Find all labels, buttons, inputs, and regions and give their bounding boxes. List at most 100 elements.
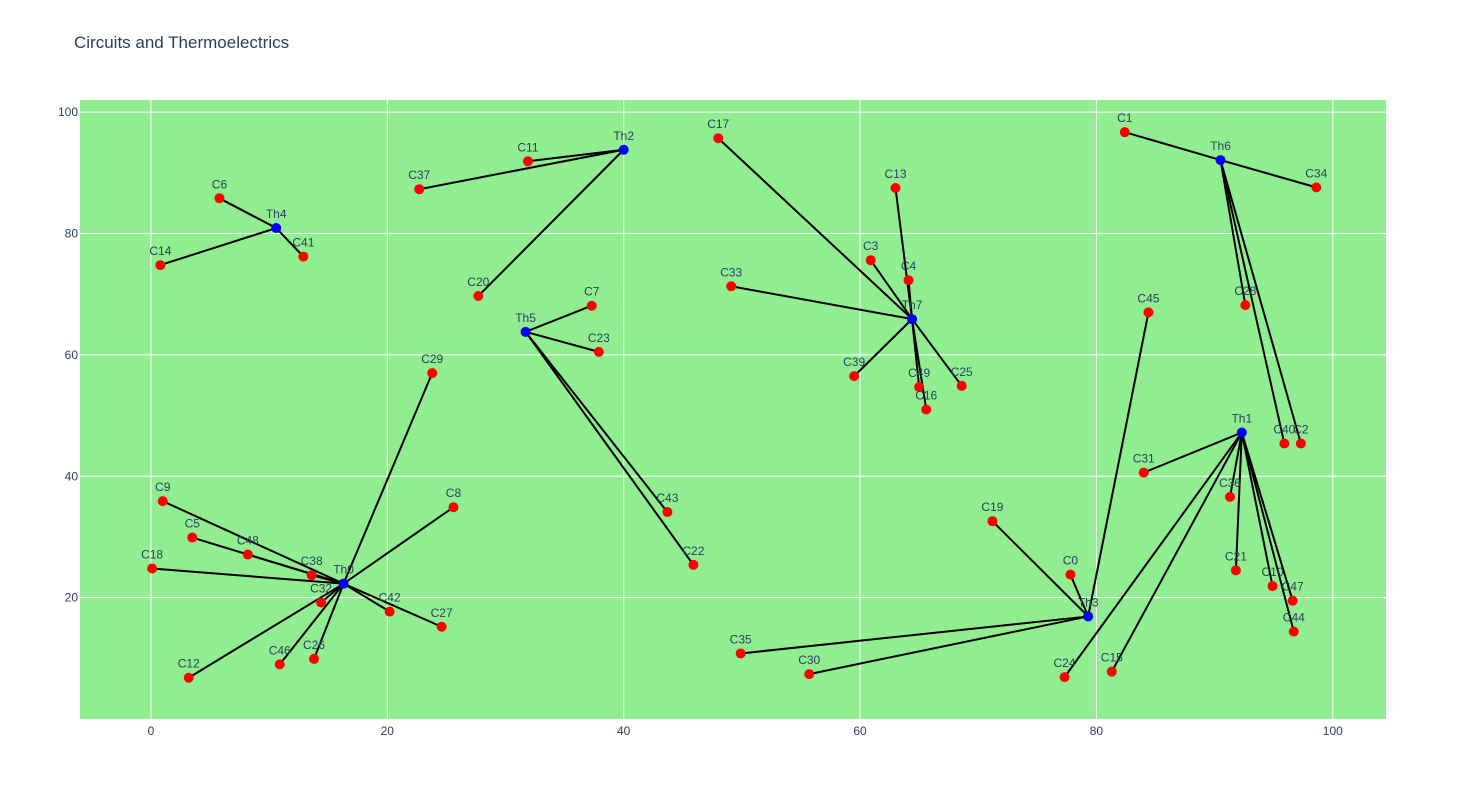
x-tick-label: 20 [381, 724, 395, 738]
circuit-point-C41 [298, 251, 309, 262]
circuit-point-C12 [183, 672, 194, 683]
circuit-point-C22 [688, 559, 699, 570]
circuit-point-C26 [309, 653, 320, 664]
edge-Th2-C37 [419, 148, 624, 191]
edge-Th3-C19 [991, 520, 1089, 618]
edge-Th5-C7 [525, 304, 593, 333]
thermo-label-Th2: Th2 [613, 129, 634, 143]
thermo-label-Th5: Th5 [515, 311, 536, 325]
circuit-label-C41: C41 [292, 236, 314, 250]
circuit-point-C46 [274, 659, 285, 670]
x-tick-label: 80 [1090, 724, 1104, 738]
thermo-label-Th3: Th3 [1078, 595, 1099, 609]
circuit-point-C30 [804, 669, 815, 680]
circuit-label-C36: C36 [1219, 476, 1241, 490]
y-tick-label: 80 [65, 227, 79, 241]
y-tick-label: 100 [58, 105, 78, 119]
edge-Th5-C22 [524, 331, 695, 566]
edge-Th2-C11 [527, 148, 624, 163]
circuit-label-C29: C29 [421, 352, 443, 366]
circuit-point-C42 [384, 606, 395, 617]
thermo-point-Th7 [907, 314, 918, 325]
circuit-label-C9: C9 [155, 480, 171, 494]
circuit-point-C23 [593, 346, 604, 357]
circuit-point-C31 [1138, 467, 1149, 478]
circuit-label-C20: C20 [467, 275, 489, 289]
thermo-point-Th3 [1083, 611, 1094, 622]
circuit-label-C3: C3 [863, 239, 879, 253]
thermo-label-Th1: Th1 [1231, 412, 1252, 426]
edge-Th1-C21 [1234, 432, 1243, 571]
edge-Th6-C28 [1219, 159, 1247, 306]
circuit-label-C46: C46 [269, 643, 291, 657]
circuit-point-C29 [427, 368, 438, 379]
edge-Th4-C41 [275, 227, 305, 258]
chart-title: Circuits and Thermoelectrics [74, 33, 290, 52]
circuit-point-C43 [662, 507, 673, 518]
circuit-point-C0 [1065, 569, 1076, 580]
circuit-point-C24 [1059, 672, 1070, 683]
edge-Th0-C26 [313, 583, 345, 660]
circuit-point-C7 [586, 300, 597, 311]
circuit-label-C17: C17 [707, 117, 729, 131]
circuit-point-C21 [1230, 565, 1241, 576]
circuit-label-C24: C24 [1054, 656, 1076, 670]
circuit-point-C18 [147, 563, 158, 574]
circuit-point-C15 [1106, 666, 1117, 677]
edge-Th7-C33 [731, 285, 913, 321]
edge-Th2-C20 [477, 149, 625, 297]
circuit-point-C45 [1143, 307, 1154, 318]
circuit-label-C2: C2 [1293, 422, 1309, 436]
edge-Th1-C36 [1229, 432, 1243, 498]
circuit-label-C13: C13 [885, 167, 907, 181]
thermo-label-Th7: Th7 [902, 298, 923, 312]
edge-lines [152, 131, 1317, 679]
thermo-label-Th0: Th0 [333, 563, 354, 577]
circuit-point-C47 [1287, 595, 1298, 606]
circuit-point-C48 [242, 549, 253, 560]
circuit-label-C44: C44 [1283, 611, 1305, 625]
circuit-point-C10 [1267, 581, 1278, 592]
plot-area [80, 100, 1386, 719]
edge-Th5-C43 [524, 331, 669, 513]
thermo-label-Th6: Th6 [1210, 139, 1231, 153]
circuit-label-C47: C47 [1282, 580, 1304, 594]
circuit-point-C6 [214, 193, 225, 204]
edge-Th1-C44 [1240, 432, 1295, 632]
edge-Th6-C1 [1124, 131, 1221, 162]
x-tick-label: 60 [853, 724, 867, 738]
circuit-point-C34 [1311, 182, 1322, 193]
edge-Th1-C24 [1063, 431, 1243, 678]
edge-Th7-C13 [894, 187, 914, 320]
edge-Th7-C25 [911, 318, 963, 387]
edge-Th7-C39 [853, 318, 913, 377]
edge-Th1-C15 [1110, 432, 1243, 673]
edge-Th0-C18 [152, 567, 344, 585]
circuit-label-C22: C22 [682, 544, 704, 558]
thermo-point-Th4 [271, 223, 282, 234]
circuit-point-C38 [306, 570, 317, 581]
circuit-point-C32 [316, 597, 327, 608]
data-points [147, 127, 1322, 683]
x-tick-label: 100 [1323, 724, 1343, 738]
circuit-label-C42: C42 [379, 591, 401, 605]
edge-Th0-C9 [162, 500, 344, 585]
circuit-point-C27 [436, 621, 447, 632]
circuit-point-C2 [1295, 438, 1306, 449]
edge-Th7-C17 [717, 137, 913, 320]
circuit-label-C12: C12 [178, 657, 200, 671]
x-tick-label: 0 [148, 724, 155, 738]
circuit-label-C18: C18 [141, 547, 163, 561]
y-tick-label: 40 [65, 469, 79, 483]
edge-Th1-C47 [1240, 432, 1294, 601]
circuit-point-C44 [1288, 626, 1299, 637]
circuit-point-C36 [1224, 491, 1235, 502]
circuit-label-C28: C28 [1234, 284, 1256, 298]
circuit-point-C16 [921, 404, 932, 415]
circuit-point-C49 [914, 382, 925, 393]
circuit-label-C30: C30 [798, 653, 820, 667]
circuit-point-C1 [1119, 127, 1130, 138]
y-tick-label: 20 [65, 591, 79, 605]
circuit-point-C39 [849, 371, 860, 382]
